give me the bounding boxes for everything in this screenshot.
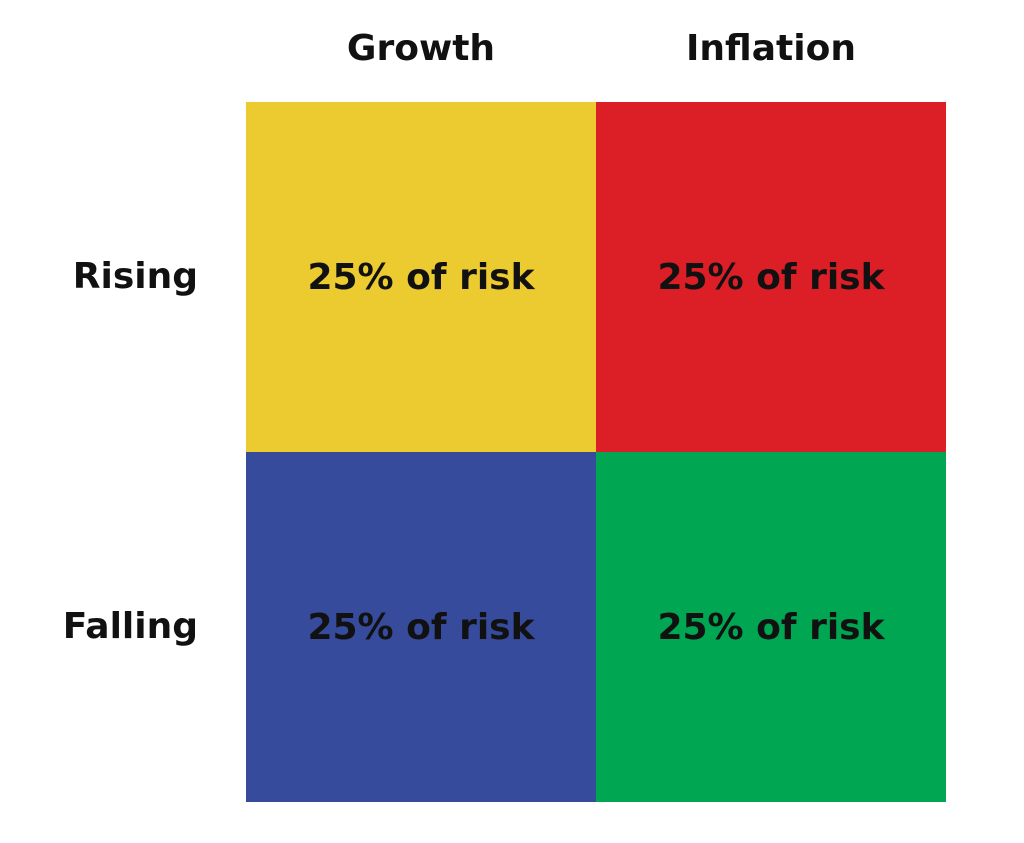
cell-label: 25% of risk xyxy=(307,606,535,648)
row-header: Rising xyxy=(72,256,198,297)
cell-label: 25% of risk xyxy=(657,606,885,648)
column-header: Growth xyxy=(346,28,496,69)
cell-label: 25% of risk xyxy=(657,256,885,298)
matrix-cell: 25% of risk xyxy=(596,102,946,452)
matrix-cell: 25% of risk xyxy=(246,452,596,802)
row-header: Falling xyxy=(62,606,198,647)
cell-label: 25% of risk xyxy=(307,256,535,298)
matrix-cell: 25% of risk xyxy=(246,102,596,452)
matrix-cell: 25% of risk xyxy=(596,452,946,802)
column-header: Inflation xyxy=(686,28,856,69)
